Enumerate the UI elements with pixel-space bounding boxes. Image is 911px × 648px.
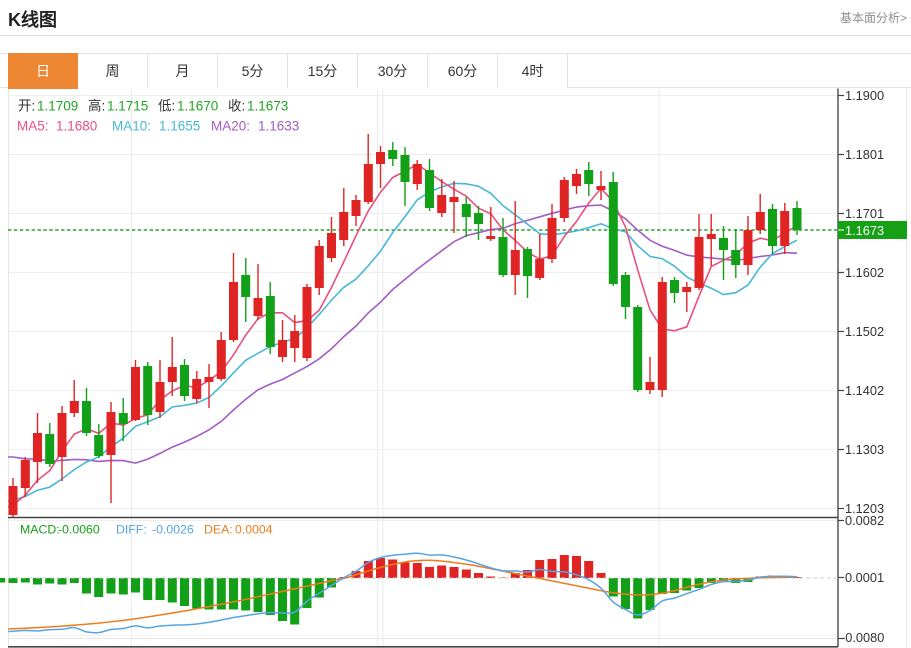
svg-text:1.1673: 1.1673: [247, 99, 288, 114]
svg-text:1.1673: 1.1673: [845, 223, 884, 238]
svg-text:MA20:: MA20:: [211, 119, 250, 134]
svg-text:1.1633: 1.1633: [258, 119, 299, 134]
svg-text:0.0004: 0.0004: [235, 523, 273, 537]
svg-text:MACD:: MACD:: [20, 523, 60, 537]
svg-text:1.1602: 1.1602: [845, 265, 884, 280]
svg-text:1.1709: 1.1709: [37, 99, 78, 114]
svg-text:1.1203: 1.1203: [845, 501, 884, 516]
svg-text:1.1701: 1.1701: [845, 206, 884, 221]
svg-text:低:: 低:: [158, 99, 175, 114]
svg-text:1.1502: 1.1502: [845, 324, 884, 339]
svg-text:-0.0026: -0.0026: [152, 523, 194, 537]
svg-text:1.1801: 1.1801: [845, 147, 884, 162]
svg-text:1.1670: 1.1670: [177, 99, 218, 114]
svg-text:-0.0080: -0.0080: [841, 630, 884, 645]
svg-text:1.1402: 1.1402: [845, 383, 884, 398]
svg-text:DEA:: DEA:: [204, 523, 233, 537]
svg-text:0.0001: 0.0001: [845, 570, 884, 585]
svg-text:0.0082: 0.0082: [845, 513, 884, 528]
svg-text:1.1900: 1.1900: [845, 88, 884, 103]
svg-text:MA5:: MA5:: [17, 119, 49, 134]
svg-text:1.1680: 1.1680: [56, 119, 97, 134]
svg-text:高:: 高:: [88, 98, 105, 114]
svg-text:收:: 收:: [228, 99, 245, 114]
svg-text:-0.0060: -0.0060: [58, 523, 100, 537]
svg-text:开:: 开:: [18, 99, 35, 114]
svg-text:1.1303: 1.1303: [845, 442, 884, 457]
svg-text:MA10:: MA10:: [112, 119, 151, 134]
svg-text:DIFF:: DIFF:: [116, 523, 147, 537]
svg-text:1.1655: 1.1655: [159, 119, 200, 134]
svg-text:1.1715: 1.1715: [107, 99, 148, 114]
